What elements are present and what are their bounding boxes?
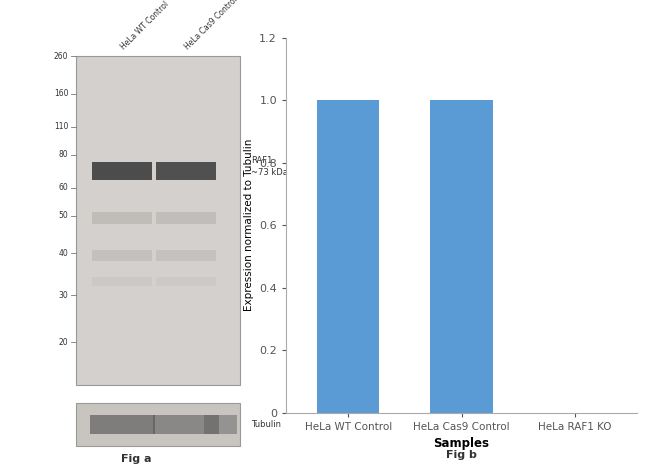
Text: 80: 80: [58, 150, 68, 159]
Bar: [156, 277, 216, 286]
Text: 110: 110: [54, 122, 68, 131]
Bar: [77, 56, 240, 385]
Text: 260: 260: [54, 52, 68, 61]
Text: Fig b: Fig b: [446, 450, 477, 460]
Text: 50: 50: [58, 211, 68, 220]
Bar: [204, 415, 237, 434]
Text: 160: 160: [54, 89, 68, 98]
Bar: [92, 277, 152, 286]
Bar: [156, 212, 216, 224]
Text: 30: 30: [58, 291, 68, 300]
Bar: [430, 100, 493, 413]
Text: Tubulin: Tubulin: [251, 420, 281, 429]
Text: 20: 20: [58, 338, 68, 347]
Bar: [92, 212, 152, 224]
Bar: [90, 415, 155, 434]
Y-axis label: Expression normalized to Tubulin: Expression normalized to Tubulin: [244, 139, 254, 311]
Bar: [77, 403, 240, 446]
Bar: [153, 415, 219, 434]
Text: 60: 60: [58, 183, 68, 192]
Bar: [92, 250, 152, 262]
Bar: [156, 162, 216, 180]
Text: 40: 40: [58, 249, 68, 258]
Bar: [156, 250, 216, 262]
Text: HeLa WT Control: HeLa WT Control: [119, 0, 170, 52]
Bar: [317, 100, 380, 413]
Text: Fig a: Fig a: [122, 454, 151, 464]
Bar: [92, 162, 152, 180]
X-axis label: Samples: Samples: [434, 437, 489, 450]
Text: RAF1
~73 kDa: RAF1 ~73 kDa: [251, 157, 288, 176]
Text: HeLa Cas9 Control: HeLa Cas9 Control: [183, 0, 239, 52]
